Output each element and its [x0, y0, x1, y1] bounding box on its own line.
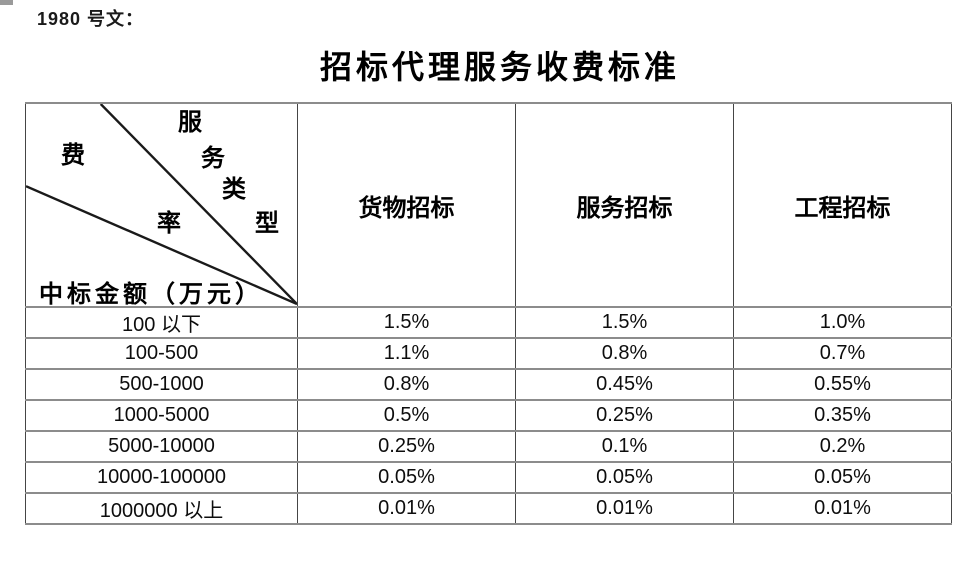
table-row: 500-1000 0.8% 0.45% 0.55% [25, 368, 952, 401]
table-row: 100 以下 1.5% 1.5% 1.0% [25, 306, 952, 339]
fee-value-cell: 1.5% [297, 306, 516, 339]
fee-value-cell: 0.01% [297, 492, 516, 525]
column-header-goods: 货物招标 [297, 102, 516, 308]
fee-value-cell: 0.8% [515, 337, 734, 370]
page-title: 招标代理服务收费标准 [319, 49, 680, 85]
amount-range-cell: 500-1000 [25, 368, 298, 401]
fee-value-cell: 0.05% [297, 461, 516, 494]
fee-value-cell: 1.5% [515, 306, 734, 339]
column-header-services: 服务招标 [515, 102, 734, 308]
fee-value-cell: 0.35% [733, 399, 952, 432]
amount-axis-label: 中标金额（万元） [39, 282, 263, 307]
fee-value-cell: 0.25% [515, 399, 734, 432]
document-reference: 1980 号文： [37, 9, 145, 29]
header-row: 服 务 类 型 费 率 中标金额（万元） 货物招标 服务招标 工程招标 [25, 102, 952, 308]
amount-range-cell: 5000-10000 [25, 430, 298, 463]
fee-rate-char: 率 [157, 211, 181, 237]
service-type-char: 服 [178, 110, 202, 136]
table-row: 100-500 1.1% 0.8% 0.7% [25, 337, 952, 370]
fee-value-cell: 1.0% [733, 306, 952, 339]
service-type-char: 类 [222, 177, 246, 203]
fee-value-cell: 0.45% [515, 368, 734, 401]
fee-value-cell: 0.01% [733, 492, 952, 525]
page-edge-artifact [0, 0, 13, 5]
fee-value-cell: 0.05% [733, 461, 952, 494]
fee-rate-char: 费 [61, 143, 85, 169]
fee-value-cell: 0.05% [515, 461, 734, 494]
fee-value-cell: 0.1% [515, 430, 734, 463]
fee-value-cell: 0.7% [733, 337, 952, 370]
table-row: 1000-5000 0.5% 0.25% 0.35% [25, 399, 952, 432]
service-type-char: 务 [201, 146, 225, 172]
fee-value-cell: 0.2% [733, 430, 952, 463]
amount-range-cell: 100 以下 [25, 306, 298, 339]
amount-range-cell: 10000-100000 [25, 461, 298, 494]
fee-value-cell: 0.01% [515, 492, 734, 525]
column-header-works: 工程招标 [733, 102, 952, 308]
fee-value-cell: 0.55% [733, 368, 952, 401]
amount-range-cell: 1000-5000 [25, 399, 298, 432]
diagonal-divider-lines [26, 105, 297, 305]
fee-standard-table: 服 务 类 型 费 率 中标金额（万元） 货物招标 服务招标 工程招标 100 … [25, 102, 952, 525]
fee-value-cell: 0.5% [297, 399, 516, 432]
amount-range-cell: 100-500 [25, 337, 298, 370]
amount-range-cell: 1000000 以上 [25, 492, 298, 525]
fee-value-cell: 1.1% [297, 337, 516, 370]
table-row: 1000000 以上 0.01% 0.01% 0.01% [25, 492, 952, 525]
fee-value-cell: 0.8% [297, 368, 516, 401]
fee-value-cell: 0.25% [297, 430, 516, 463]
service-type-char: 型 [255, 211, 279, 237]
table-row: 5000-10000 0.25% 0.1% 0.2% [25, 430, 952, 463]
table-row: 10000-100000 0.05% 0.05% 0.05% [25, 461, 952, 494]
table-corner-cell: 服 务 类 型 费 率 中标金额（万元） [25, 102, 298, 308]
